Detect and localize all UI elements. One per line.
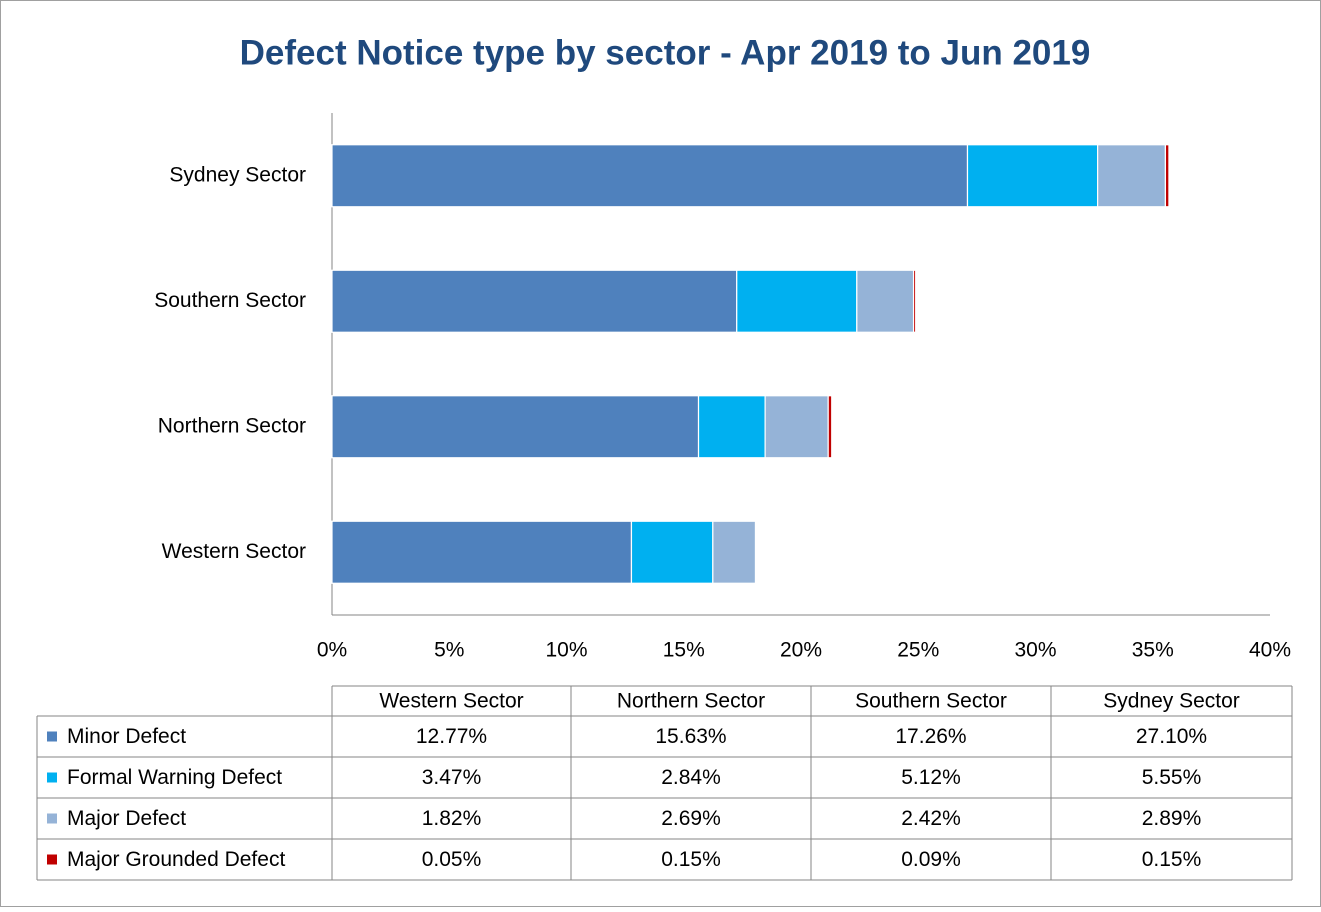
table-cell: 5.55% <box>1142 766 1202 789</box>
table-cell: 27.10% <box>1136 725 1207 748</box>
legend-label: Formal Warning Defect <box>67 766 282 789</box>
table-cell: 0.05% <box>422 848 482 871</box>
table-header: Southern Sector <box>855 690 1007 713</box>
table-cell: 2.84% <box>661 766 721 789</box>
bar-segment <box>331 520 633 584</box>
bar-segment <box>1164 144 1170 208</box>
table-cell: 0.15% <box>661 848 721 871</box>
legend-swatch <box>47 813 57 824</box>
table-cell: 2.89% <box>1142 807 1202 830</box>
x-tick-label: 20% <box>780 639 822 662</box>
y-tick-label: Sydney Sector <box>169 163 306 186</box>
table-cell: 5.12% <box>901 766 961 789</box>
bar-segment <box>856 269 915 333</box>
bar-segment <box>697 395 766 459</box>
bar-segment <box>1097 144 1167 208</box>
table-cell: 2.69% <box>661 807 721 830</box>
table-cell: 0.09% <box>901 848 961 871</box>
x-tick-label: 5% <box>434 639 464 662</box>
legend-swatch <box>47 731 57 742</box>
bar-segment <box>712 520 757 584</box>
y-tick-label: Northern Sector <box>158 414 306 437</box>
table-cell: 3.47% <box>422 766 482 789</box>
table-cell: 0.15% <box>1142 848 1202 871</box>
bar-segment <box>912 269 917 333</box>
bar-segment <box>331 144 969 208</box>
x-tick-label: 30% <box>1014 639 1056 662</box>
bar-segment <box>754 520 758 584</box>
x-tick-label: 25% <box>897 639 939 662</box>
bar-segment <box>764 395 829 459</box>
bar-segment <box>630 520 714 584</box>
table-header: Sydney Sector <box>1103 690 1240 713</box>
table-header: Western Sector <box>379 690 523 713</box>
y-tick-label: Western Sector <box>162 540 306 563</box>
legend-label: Major Grounded Defect <box>67 848 285 871</box>
table-cell: 12.77% <box>416 725 487 748</box>
bar-segment <box>736 269 858 333</box>
y-tick-label: Southern Sector <box>154 289 306 312</box>
table-cell: 2.42% <box>901 807 961 830</box>
bar-segment <box>331 269 738 333</box>
x-tick-label: 0% <box>317 639 347 662</box>
legend-swatch <box>47 772 57 783</box>
x-tick-label: 35% <box>1132 639 1174 662</box>
x-tick-label: 40% <box>1249 639 1291 662</box>
table-cell: 1.82% <box>422 807 482 830</box>
legend-label: Major Defect <box>67 807 186 830</box>
chart-title: Defect Notice type by sector - Apr 2019 … <box>240 33 1091 72</box>
bar-segment <box>966 144 1099 208</box>
x-tick-label: 15% <box>663 639 705 662</box>
x-tick-label: 10% <box>545 639 587 662</box>
table-cell: 15.63% <box>655 725 726 748</box>
bar-segment <box>827 395 833 459</box>
legend-swatch <box>47 854 57 865</box>
table-header: Northern Sector <box>617 690 765 713</box>
table-cell: 17.26% <box>895 725 966 748</box>
legend-label: Minor Defect <box>67 725 186 748</box>
bar-segment <box>331 395 700 459</box>
